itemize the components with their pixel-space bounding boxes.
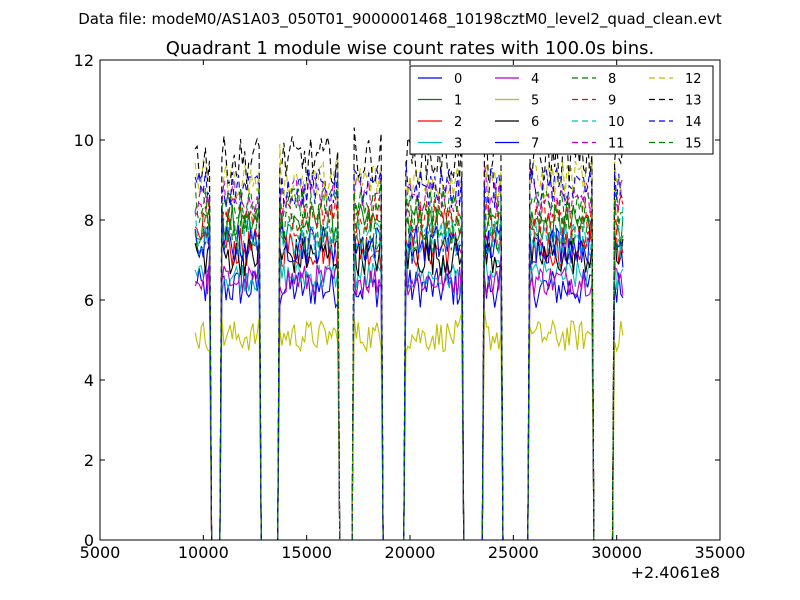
x-tick-label: 25000 <box>488 543 539 562</box>
legend-box <box>409 65 714 155</box>
x-tick-label: 30000 <box>591 543 642 562</box>
x-tick-label: 35000 <box>695 543 746 562</box>
legend-label-7: 7 <box>531 137 539 152</box>
x-tick-label: 15000 <box>281 543 332 562</box>
y-tick-label: 12 <box>74 51 94 70</box>
legend-label-12: 12 <box>685 72 702 87</box>
data-file-caption: Data file: modeM0/AS1A03_050T01_90000014… <box>78 10 722 29</box>
series-line-10 <box>194 206 624 541</box>
x-axis: 5000 10000 15000 20000 25000 30000 35000 <box>80 60 746 562</box>
legend-label-10: 10 <box>608 115 625 130</box>
legend-label-5: 5 <box>531 94 539 109</box>
plot-lines <box>194 127 624 541</box>
chart-title: Quadrant 1 module wise count rates with … <box>166 38 655 59</box>
legend-label-8: 8 <box>608 72 616 87</box>
x-offset-label: +2.4061e8 <box>631 563 720 582</box>
y-tick-label: 8 <box>84 211 94 230</box>
legend-label-6: 6 <box>531 115 539 130</box>
x-tick-label: 5000 <box>80 543 121 562</box>
y-tick-label: 6 <box>84 291 94 310</box>
y-tick-label: 0 <box>84 531 94 550</box>
legend-label-1: 1 <box>454 94 462 109</box>
series-line-15 <box>194 178 624 541</box>
y-tick-label: 2 <box>84 451 94 470</box>
legend-label-9: 9 <box>608 94 616 109</box>
legend-label-13: 13 <box>685 94 702 109</box>
x-tick-label: 20000 <box>385 543 436 562</box>
series-line-8 <box>194 199 624 541</box>
x-tick-label: 10000 <box>178 543 229 562</box>
legend-label-4: 4 <box>531 72 539 87</box>
legend-label-14: 14 <box>685 115 702 130</box>
legend-label-2: 2 <box>454 115 462 130</box>
series-line-5 <box>194 308 624 541</box>
legend-label-3: 3 <box>454 137 462 152</box>
series-line-14 <box>194 161 624 541</box>
y-tick-label: 4 <box>84 371 94 390</box>
legend-label-15: 15 <box>685 137 702 152</box>
y-tick-label: 10 <box>74 131 94 150</box>
legend-label-0: 0 <box>454 72 462 87</box>
legend-label-11: 11 <box>608 137 625 152</box>
